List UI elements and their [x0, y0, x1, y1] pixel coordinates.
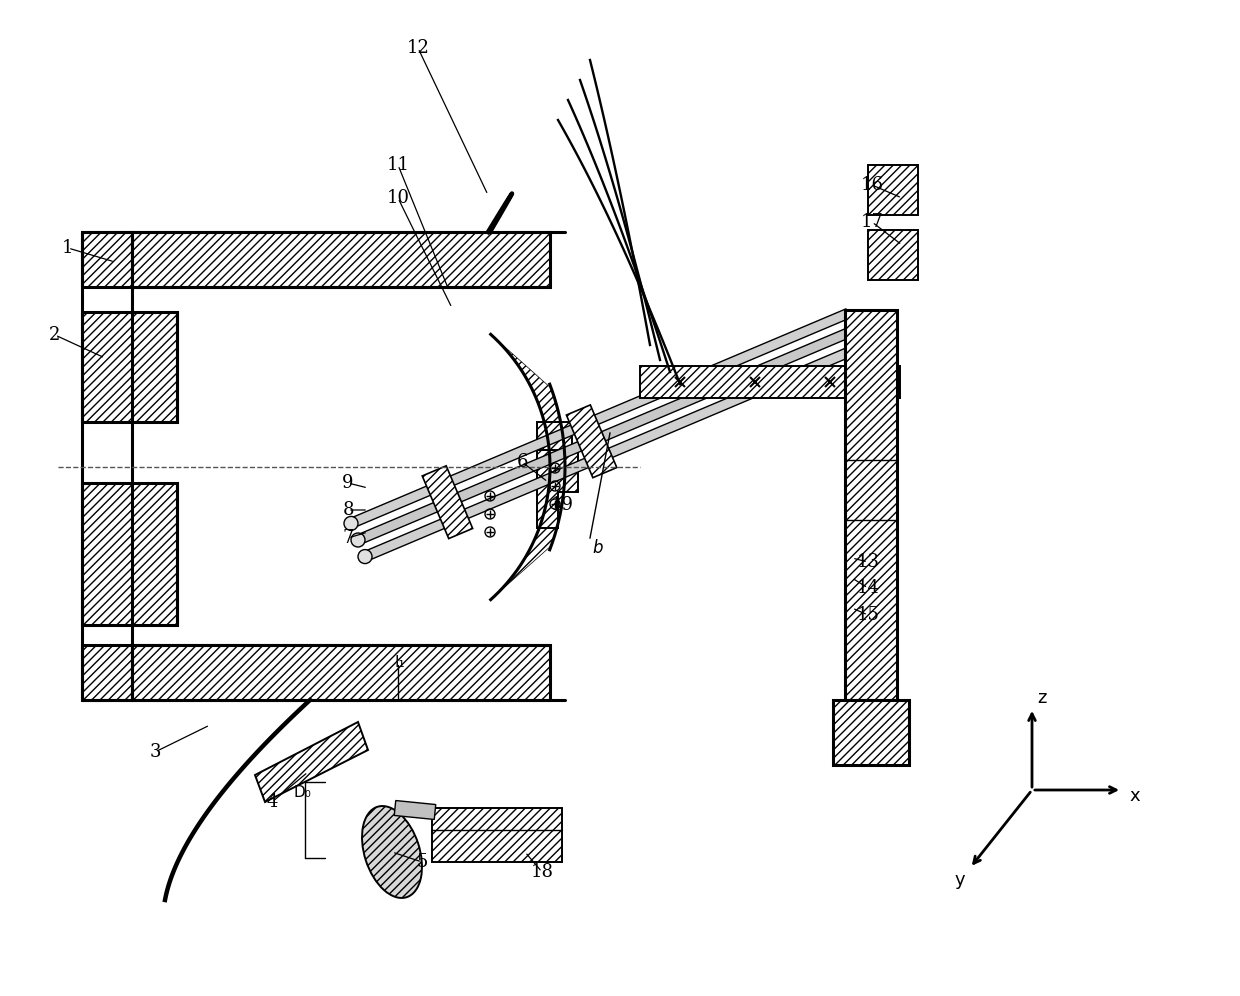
Text: 10: 10 [387, 189, 409, 207]
Text: D₀: D₀ [293, 785, 311, 800]
Text: 9: 9 [342, 474, 353, 492]
Polygon shape [131, 232, 551, 287]
Polygon shape [131, 645, 551, 700]
Polygon shape [833, 700, 909, 765]
Text: y: y [955, 871, 965, 889]
Polygon shape [255, 722, 368, 802]
Polygon shape [394, 801, 435, 820]
Polygon shape [844, 310, 897, 700]
Text: 16: 16 [861, 176, 883, 194]
Text: 19: 19 [551, 496, 573, 514]
Text: 5: 5 [417, 853, 428, 871]
Polygon shape [82, 232, 131, 287]
Polygon shape [537, 422, 572, 450]
Text: 12: 12 [407, 39, 429, 57]
Circle shape [343, 516, 358, 531]
Polygon shape [868, 230, 918, 280]
Text: I₁: I₁ [394, 654, 405, 669]
Circle shape [351, 533, 365, 547]
Text: x: x [1130, 787, 1141, 805]
Text: 14: 14 [857, 579, 879, 597]
Polygon shape [348, 309, 849, 528]
Text: 7: 7 [342, 529, 353, 547]
Text: 13: 13 [857, 553, 879, 571]
Text: z: z [1038, 689, 1047, 707]
Text: 6: 6 [516, 453, 528, 471]
Text: 11: 11 [387, 156, 409, 174]
Polygon shape [82, 312, 177, 422]
Polygon shape [537, 450, 578, 528]
Text: 8: 8 [342, 501, 353, 519]
Text: 2: 2 [50, 326, 61, 344]
Polygon shape [432, 808, 562, 862]
Polygon shape [363, 342, 864, 561]
Text: 3: 3 [149, 743, 161, 761]
Ellipse shape [362, 806, 422, 898]
Text: 1: 1 [62, 239, 73, 257]
Text: b: b [593, 539, 603, 557]
Polygon shape [82, 483, 177, 625]
Text: 18: 18 [531, 863, 553, 881]
Circle shape [358, 550, 372, 564]
Text: 17: 17 [861, 213, 883, 231]
Polygon shape [640, 366, 900, 398]
Polygon shape [567, 405, 616, 478]
Polygon shape [492, 337, 565, 598]
Polygon shape [868, 165, 918, 215]
Polygon shape [423, 466, 472, 539]
Polygon shape [82, 645, 131, 700]
Text: 15: 15 [857, 606, 879, 624]
Polygon shape [356, 326, 857, 545]
Text: 4: 4 [267, 793, 278, 811]
